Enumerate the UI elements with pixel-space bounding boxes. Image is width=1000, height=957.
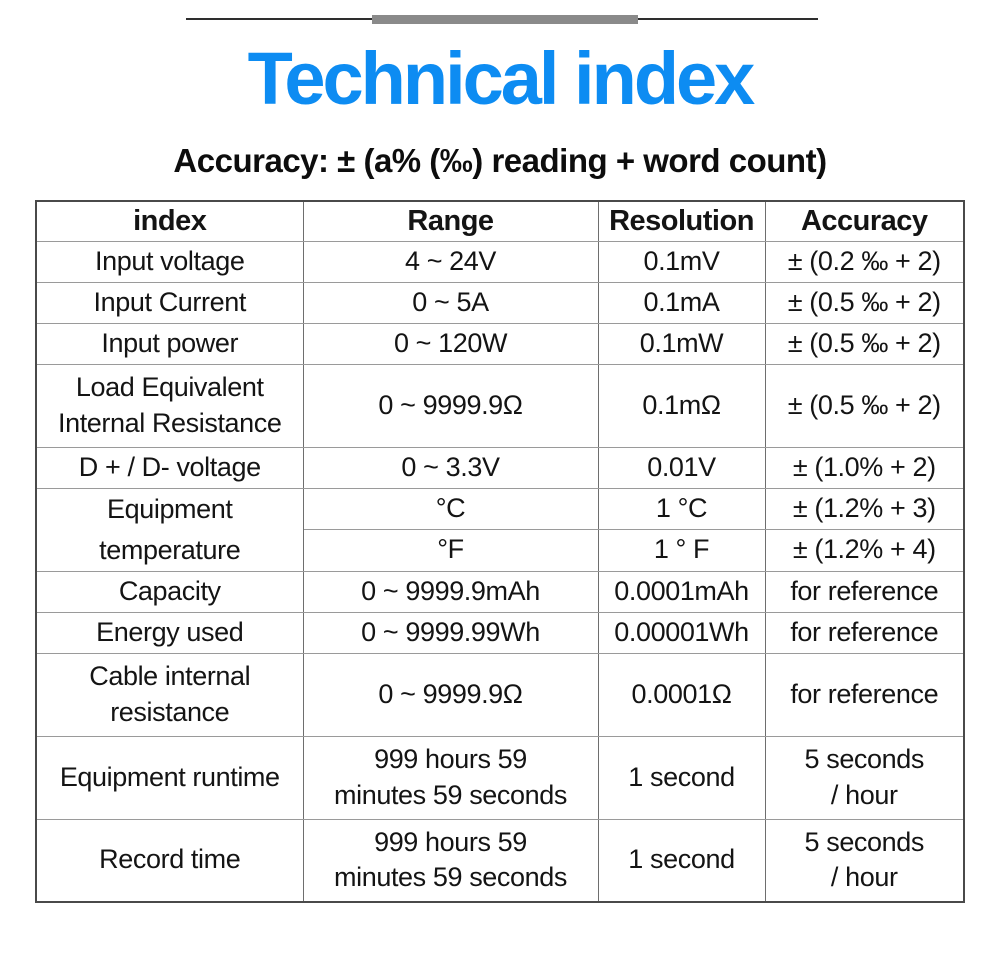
row-equipment-runtime: Equipment runtime 999 hours 59 minutes 5… [35,735,965,820]
row-cable-internal-resistance: Cable internal resistance 0 ~ 9999.9Ω 0.… [35,652,965,737]
cell-index: Equipment runtime [35,735,304,820]
cell-index: Energy used [35,611,304,654]
cell-accuracy: for reference [764,611,965,654]
header-resolution: Resolution [597,200,766,242]
row-equipment-temperature-celsius: Equipment temperature °C 1 °C ± (1.2% + … [35,487,965,572]
cell-resolution: 1 second [597,735,766,820]
cell-index: Input power [35,322,304,365]
cell-range: 0 ~ 9999.9Ω [302,363,599,448]
cell-accuracy: for reference [764,570,965,613]
header-accuracy: Accuracy [764,200,965,242]
cell-resolution: 0.1mA [597,281,766,324]
cell-range: 999 hours 59 minutes 59 seconds [302,735,599,820]
cell-range: °F [302,529,599,572]
row-dplus-dminus-voltage: D + / D- voltage 0 ~ 3.3V 0.01V ± (1.0% … [35,446,965,489]
cell-range: 999 hours 59 minutes 59 seconds [302,818,599,903]
cell-accuracy: ± (1.2% + 4) [764,529,965,572]
cell-resolution: 0.1mΩ [597,363,766,448]
cell-range: 0 ~ 9999.9mAh [302,570,599,613]
cell-index: Load Equivalent Internal Resistance [35,363,304,448]
cell-range: °C [302,487,599,530]
spec-table: index Range Resolution Accuracy Input vo… [35,200,965,903]
cell-index: Input Current [35,281,304,324]
top-divider [0,0,1000,26]
cell-accuracy: for reference [764,652,965,737]
divider-bar [372,15,638,24]
cell-resolution: 0.00001Wh [597,611,766,654]
cell-accuracy: ± (1.0% + 2) [764,446,965,489]
page-title: Technical index [247,37,756,120]
row-capacity: Capacity 0 ~ 9999.9mAh 0.0001mAh for ref… [35,570,965,613]
cell-accuracy: 5 seconds / hour [764,735,965,820]
row-input-voltage: Input voltage 4 ~ 24V 0.1mV ± (0.2 ‰ + 2… [35,240,965,283]
cell-resolution: 1 °C [597,487,766,530]
cell-index: Cable internal resistance [35,652,304,737]
cell-range: 0 ~ 5A [302,281,599,324]
cell-index: Equipment temperature [35,487,304,572]
cell-accuracy: 5 seconds / hour [764,818,965,903]
cell-index: Input voltage [35,240,304,283]
row-load-equivalent-internal-resistance: Load Equivalent Internal Resistance 0 ~ … [35,363,965,448]
cell-accuracy: ± (1.2% + 3) [764,487,965,530]
cell-range: 0 ~ 9999.9Ω [302,652,599,737]
row-input-current: Input Current 0 ~ 5A 0.1mA ± (0.5 ‰ + 2) [35,281,965,324]
table-header-row: index Range Resolution Accuracy [35,200,965,242]
row-energy-used: Energy used 0 ~ 9999.99Wh 0.00001Wh for … [35,611,965,654]
cell-resolution: 0.01V [597,446,766,489]
cell-resolution: 1 second [597,818,766,903]
cell-resolution: 0.1mV [597,240,766,283]
cell-index: Record time [35,818,304,903]
cell-resolution: 0.1mW [597,322,766,365]
row-input-power: Input power 0 ~ 120W 0.1mW ± (0.5 ‰ + 2) [35,322,965,365]
cell-resolution: 1 ° F [597,529,766,572]
cell-range: 4 ~ 24V [302,240,599,283]
cell-range: 0 ~ 3.3V [302,446,599,489]
cell-accuracy: ± (0.5 ‰ + 2) [764,281,965,324]
cell-index: Capacity [35,570,304,613]
row-record-time: Record time 999 hours 59 minutes 59 seco… [35,818,965,903]
cell-range: 0 ~ 120W [302,322,599,365]
cell-index: D + / D- voltage [35,446,304,489]
header-range: Range [302,200,599,242]
cell-resolution: 0.0001mAh [597,570,766,613]
row-equipment-temperature-fahrenheit: °F 1 ° F ± (1.2% + 4) [36,529,965,572]
cell-accuracy: ± (0.5 ‰ + 2) [764,322,965,365]
cell-accuracy: ± (0.2 ‰ + 2) [764,240,965,283]
cell-accuracy: ± (0.5 ‰ + 2) [764,363,965,448]
header-index: index [35,200,304,242]
cell-resolution: 0.0001Ω [597,652,766,737]
cell-range: 0 ~ 9999.99Wh [302,611,599,654]
accuracy-formula: Accuracy: ± (a% (‰) reading + word count… [173,142,827,179]
